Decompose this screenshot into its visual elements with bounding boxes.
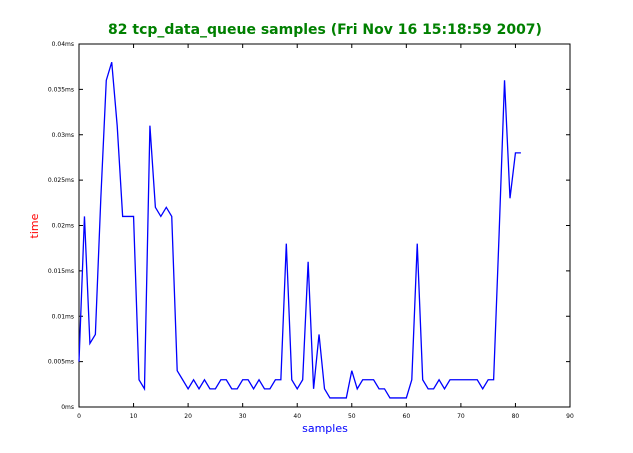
y-tick-label: 0.005ms [48,359,74,366]
chart-title: 82 tcp_data_queue samples (Fri Nov 16 15… [108,22,542,38]
y-tick-label: 0.035ms [48,86,74,93]
x-tick-label: 0 [77,413,81,420]
y-tick-label: 0.03ms [52,132,74,139]
y-tick-label: 0ms [61,404,74,411]
x-tick-label: 80 [512,413,520,420]
x-tick-label: 20 [184,413,192,420]
x-tick-label: 40 [293,413,301,420]
x-tick-label: 10 [130,413,138,420]
x-tick-label: 60 [403,413,411,420]
y-tick-label: 0.04ms [52,41,74,48]
y-tick-label: 0.025ms [48,177,74,184]
x-tick-label: 50 [348,413,356,420]
axis-ticks: 0 10 20 30 40 50 60 70 80 90 0ms 0.005ms 0.01ms 0.015… [48,41,574,420]
plot-frame [78,43,571,408]
series-line [78,61,521,399]
y-tick-label: 0.015ms [48,268,74,275]
x-tick-label: 70 [457,413,465,420]
x-axis-label: samples [302,422,348,435]
x-tick-label: 90 [566,413,574,420]
y-axis-label: time [28,213,41,238]
y-tick-label: 0.01ms [52,313,74,320]
x-tick-label: 30 [239,413,247,420]
y-tick-label: 0.02ms [52,223,74,230]
series-layer [78,61,521,399]
